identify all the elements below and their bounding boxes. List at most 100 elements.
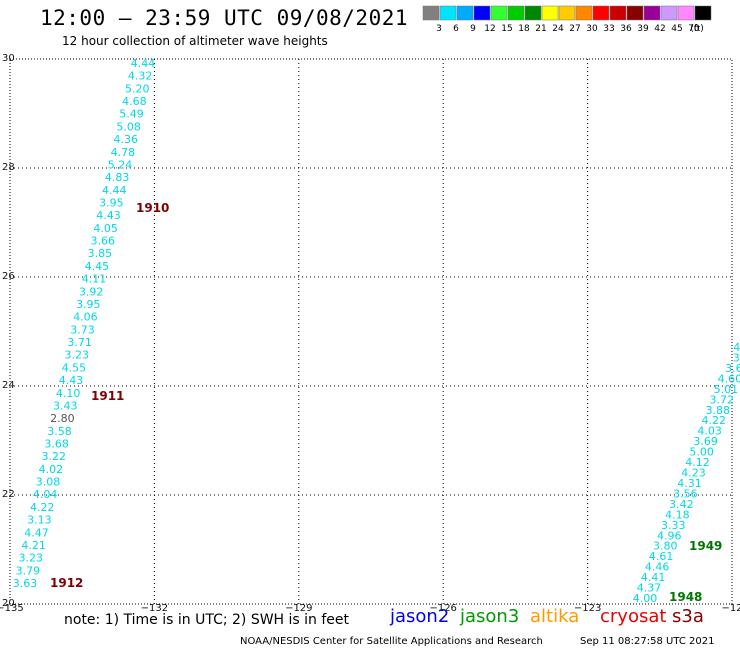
- lat-tick-label: 30: [2, 53, 15, 64]
- wave-height-label: 4.00: [633, 592, 658, 605]
- lon-tick-label: −126: [429, 603, 456, 612]
- wave-height-label: 4.37: [637, 582, 662, 595]
- wave-height-label: 4.55: [62, 361, 87, 374]
- colorbar-label: 24: [552, 24, 564, 34]
- wave-height-label: 4.45: [85, 260, 110, 273]
- wave-height-label: 3.43: [53, 399, 78, 412]
- wave-height-label: 5.49: [119, 108, 144, 121]
- page-title: 12:00 – 23:59 UTC 09/08/2021: [40, 6, 409, 30]
- satellite-s3a-label: s3a: [672, 606, 704, 627]
- colorbar-swatch: [677, 5, 695, 21]
- wave-height-label: 4.36: [113, 133, 138, 146]
- satellite-jason2-label: jason2: [390, 606, 450, 627]
- wave-height-label: 4.10: [56, 387, 81, 400]
- colorbar-swatch: [626, 5, 644, 21]
- wave-height-label: 4.23: [681, 467, 706, 480]
- wave-height-label: 4.11: [82, 273, 107, 286]
- pass-number-label: 1910: [136, 201, 169, 215]
- wave-height-label: 4.31: [677, 477, 702, 490]
- lon-tick-label: −123: [574, 603, 601, 612]
- map-frame: [9, 58, 733, 605]
- pass-number-label: 1948: [669, 590, 702, 604]
- wave-height-label: 4.02: [39, 463, 64, 476]
- colorbar-swatch: [490, 5, 508, 21]
- lon-tick-label: −132: [141, 603, 168, 612]
- colorbar-label: 39: [637, 24, 649, 34]
- colorbar-swatch: [660, 5, 678, 21]
- colorbar-swatch: [541, 5, 559, 21]
- wave-height-label: 4.7: [733, 341, 740, 354]
- wave-height-label: 3.68: [44, 437, 69, 450]
- wave-height-label: 4.43: [96, 209, 121, 222]
- wave-height-label: 2.80: [50, 412, 75, 425]
- wave-height-label: 5.20: [125, 82, 150, 95]
- wave-height-label: 3.92: [79, 285, 104, 298]
- wave-height-label: 3.56: [673, 487, 698, 500]
- wave-height-label: 4.60: [718, 372, 740, 385]
- wave-height-label: 3.: [733, 351, 740, 364]
- page-subtitle: 12 hour collection of altimeter wave hei…: [62, 34, 328, 48]
- colorbar-swatch: [473, 5, 491, 21]
- colorbar-swatch: [507, 5, 525, 21]
- wave-height-label: 3.23: [19, 552, 44, 565]
- colorbar-label: 70: [688, 24, 700, 34]
- wave-height-label: 4.47: [24, 526, 49, 539]
- colorbar-label: 27: [569, 24, 580, 34]
- colorbar-label: 42: [654, 24, 665, 34]
- wave-height-label: 5.01: [714, 383, 739, 396]
- colorbar-label: 15: [501, 24, 512, 34]
- pass-number-label: 1912: [50, 576, 83, 590]
- colorbar-swatch: [422, 5, 440, 21]
- note-text: note: 1) Time is in UTC; 2) SWH is in fe…: [64, 612, 350, 628]
- colorbar-label: 21: [535, 24, 546, 34]
- colorbar-swatch: [439, 5, 457, 21]
- colorbar-swatch: [694, 5, 712, 21]
- colorbar-label: 45: [671, 24, 682, 34]
- wave-height-label: 3.33: [661, 519, 686, 532]
- wave-height-label: 5.24: [108, 158, 133, 171]
- colorbar-swatch: [558, 5, 576, 21]
- colorbar-swatch: [524, 5, 542, 21]
- wave-height-label: 5.00: [689, 446, 714, 459]
- colorbar-label: 36: [620, 24, 632, 34]
- colorbar-swatch: [592, 5, 610, 21]
- altimeter-map: −135 −132 −129 −126 −123 −123028262422204.444…: [0, 53, 740, 612]
- wave-height-label: 4.43: [59, 374, 84, 387]
- wave-height-label: 4.61: [649, 550, 674, 563]
- wave-height-label: 4.12: [685, 456, 710, 469]
- colorbar-label: (ft): [690, 24, 704, 34]
- wave-height-label: 3.63: [13, 577, 38, 590]
- credit-text: NOAA/NESDIS Center for Satellite Applica…: [240, 636, 543, 647]
- wave-height-label: 3.08: [36, 476, 61, 489]
- colorbar-label: 3: [436, 24, 442, 34]
- wave-height-label: 4.96: [657, 529, 682, 542]
- wave-height-label: 3.42: [669, 498, 694, 511]
- lon-tick-label: −135: [0, 603, 24, 612]
- wave-height-label: 4.41: [641, 571, 666, 584]
- wave-height-label: 4.21: [21, 539, 46, 552]
- wave-height-label: 4.03: [697, 425, 722, 438]
- wave-height-label: 4.04: [33, 488, 58, 501]
- lon-tick-label: −12: [721, 603, 740, 612]
- lat-tick-label: 22: [2, 489, 15, 500]
- colorbar-swatch: [575, 5, 593, 21]
- colorbar-swatch: [609, 5, 627, 21]
- wave-height-label: 3.73: [70, 323, 95, 336]
- colorbar-swatch: [643, 5, 661, 21]
- wave-height-label: 3.72: [710, 393, 735, 406]
- satellite-jason3-label: jason3: [460, 606, 520, 627]
- wave-height-label: 3.79: [16, 564, 41, 577]
- wave-height-label: 4.22: [30, 501, 55, 514]
- colorbar-swatch: [456, 5, 474, 21]
- wave-height-label: 4.05: [93, 222, 118, 235]
- wave-height-label: 3.66: [90, 235, 115, 248]
- wave-height-label: 3.58: [47, 425, 72, 438]
- wave-height-label: 4.44: [131, 57, 156, 70]
- colorbar-label: 12: [484, 24, 495, 34]
- lat-tick-label: 28: [2, 162, 15, 173]
- wave-height-label: 4.22: [701, 414, 726, 427]
- wave-height-label: 4.32: [128, 70, 153, 83]
- colorbar-label: 9: [470, 24, 476, 34]
- wave-height-label: 4.44: [102, 184, 127, 197]
- satellite-cryosat-label: cryosat: [600, 606, 667, 627]
